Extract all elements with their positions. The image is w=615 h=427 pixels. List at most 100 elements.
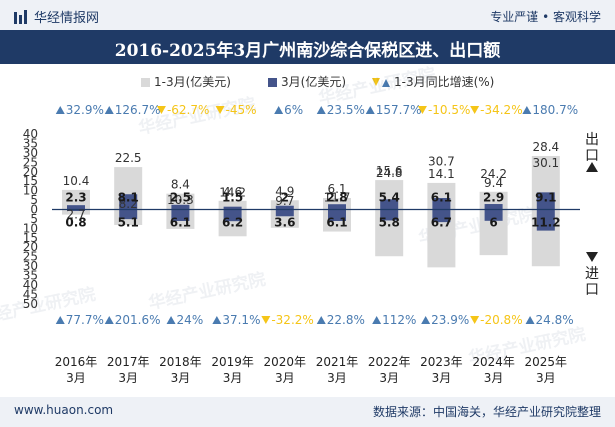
bar-cumulative (427, 182, 456, 268)
site-url[interactable]: www.huaon.com (14, 403, 114, 417)
export-growth-label: -62.7% (167, 103, 209, 117)
x-tick-label-year: 2021年 (316, 355, 359, 369)
x-tick-label-month: 3月 (118, 371, 138, 385)
label-import-month: 6.1 (170, 216, 191, 230)
chart-title: 2016-2025年3月广州南沙综合保税区进、出口额 (114, 41, 501, 61)
import-growth-label: 201.6% (115, 313, 161, 327)
bar-month (536, 192, 555, 231)
export-growth-label-triangle-up-icon (274, 106, 284, 114)
label-export-month: 5.4 (379, 191, 400, 205)
label-export-month: 2.5 (170, 191, 191, 205)
slogan: 专业严谨 • 客观科学 (490, 10, 601, 24)
export-growth-label: -10.5% (428, 103, 470, 117)
legend-triangle-icon (372, 78, 380, 86)
export-growth-label: 32.9% (66, 103, 104, 117)
bar-month (171, 204, 190, 221)
bar-month (67, 205, 85, 212)
bottom-bar: www.huaon.com 数据来源：中国海关，华经产业研究院整理 (0, 397, 615, 427)
label-import-cumulative: 30.1 (532, 156, 559, 170)
import-growth-label: -32.2% (271, 313, 313, 327)
x-tick-label-month: 3月 (171, 371, 191, 385)
y-tick-label: 20 (23, 240, 38, 254)
label-export-cumulative: 22.5 (115, 151, 142, 165)
x-tick-label-year: 2022年 (368, 355, 411, 369)
brand-bars-icon (14, 9, 27, 24)
label-import-cumulative: 9.7 (275, 194, 294, 208)
x-tick-label-year: 2019年 (211, 355, 254, 369)
x-tick-label-year: 2020年 (264, 355, 307, 369)
label-export-month: 2 (281, 191, 289, 205)
bar-month (223, 206, 242, 222)
export-growth-label: 6% (284, 103, 303, 117)
import-growth-label: 37.1% (222, 313, 260, 327)
bar-month (328, 204, 346, 221)
label-export-cumulative: 28.4 (532, 140, 559, 154)
x-tick-label-year: 2018年 (159, 355, 202, 369)
export-growth-label-triangle-down-icon (215, 106, 225, 114)
import-growth-label: 24% (177, 313, 204, 327)
side-label-import-char: 口 (585, 282, 599, 298)
y-tick-label: 30 (23, 259, 38, 273)
y-tick-label: 10 (23, 184, 38, 198)
import-down-arrow-icon (586, 252, 598, 262)
bar-month (275, 205, 294, 217)
import-growth-label-triangle-up-icon (212, 316, 222, 324)
label-export-month: 2.9 (483, 191, 504, 205)
y-tick-label: 45 (23, 287, 38, 301)
x-tick-label-month: 3月 (379, 371, 399, 385)
y-tick-label: 5 (30, 193, 38, 207)
label-import-cumulative: 30.7 (428, 155, 455, 169)
x-axis: 2016年 3月 2017年 3月 2018年 3月 2019年 3月 2020年 3月 2021年… (55, 355, 567, 385)
label-export-month: 9.1 (535, 191, 556, 205)
x-tick-label-month: 3月 (275, 371, 295, 385)
y-tick-label: 50 (23, 297, 38, 311)
y-tick-label: 20 (23, 165, 38, 179)
bar-month (484, 204, 503, 221)
import-growth-label-triangle-up-icon (55, 316, 65, 324)
import-growth-label-triangle-up-icon (372, 316, 382, 324)
label-import-month: 11.2 (531, 216, 561, 230)
bar-cumulative (479, 191, 508, 256)
y-tick-label: 25 (23, 250, 38, 264)
y-tick-label: 40 (23, 127, 38, 141)
legend-swatch-month (268, 78, 277, 87)
label-import-month: 5.8 (379, 216, 400, 230)
x-tick-label-year: 2017年 (107, 355, 150, 369)
label-export-month: 2.8 (326, 191, 347, 205)
label-import-month: 0.8 (65, 216, 86, 230)
label-export-cumulative: 8.4 (171, 178, 190, 192)
legend-label-growth: 1-3月同比增速(%) (394, 75, 494, 89)
export-growth-label: 180.7% (532, 103, 578, 117)
import-growth-label: 24.8% (536, 313, 574, 327)
export-growth-label-triangle-up-icon (522, 106, 532, 114)
legend-label-month: 3月(亿美元) (281, 74, 346, 89)
y-tick-label: 35 (23, 137, 38, 151)
y-tick-label: 15 (23, 231, 38, 245)
watermark-text: 华经产业研究院 (147, 269, 268, 314)
import-growth-label: -20.8% (480, 313, 522, 327)
label-export-cumulative: 15.6 (376, 164, 403, 178)
legend-label-cumulative: 1-3月(亿美元) (154, 74, 231, 89)
export-growth-label: 157.7% (376, 103, 422, 117)
label-export-cumulative: 10.4 (63, 174, 90, 188)
export-growth-label: -34.2% (480, 103, 522, 117)
title-bar: 2016-2025年3月广州南沙综合保税区进、出口额 (0, 30, 615, 64)
label-export-month: 2.3 (65, 191, 86, 205)
y-tick-label: 0 (30, 203, 38, 217)
data-labels: 10.4 2.7 2.3 0.8 22.5 8.28.1 5.1 8.410.32.5 6.1 4… (63, 140, 561, 230)
label-export-cumulative: 4.9 (275, 184, 294, 198)
y-tick-label: 35 (23, 268, 38, 282)
import-growth-label-triangle-down-icon (470, 316, 480, 324)
x-tick-label-year: 2016年 (55, 355, 98, 369)
label-export-cumulative: 9.4 (484, 176, 503, 190)
y-tick-label: 40 (23, 278, 38, 292)
brand-logo[interactable]: 华经情报网 (14, 7, 99, 26)
growth-labels: 32.9% 77.7% 126.7% 201.6% -62.7% 24% -45% 37.1%… (55, 103, 578, 327)
export-growth-label-triangle-down-icon (470, 106, 480, 114)
label-import-month: 6.2 (222, 216, 243, 230)
label-import-month: 5.1 (118, 216, 139, 230)
label-import-cumulative: 24.2 (480, 167, 507, 181)
y-tick-label: 30 (23, 146, 38, 160)
